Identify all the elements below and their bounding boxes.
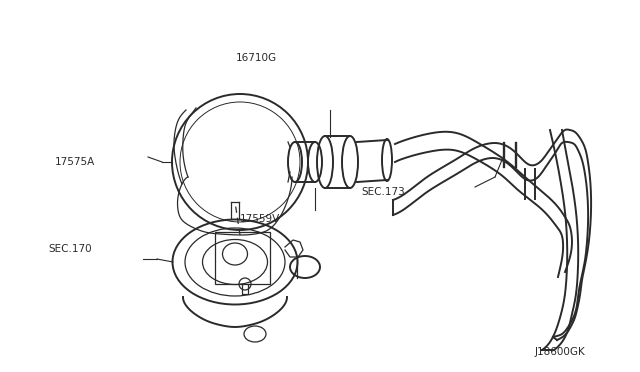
Text: SEC.173: SEC.173 [362,187,405,196]
Text: 17575A: 17575A [54,157,95,167]
Text: SEC.170: SEC.170 [48,244,92,254]
Text: J18600GK: J18600GK [534,347,585,356]
Bar [215,232,270,284]
Text: 16710G: 16710G [236,53,276,62]
Text: 17559V: 17559V [240,215,280,224]
